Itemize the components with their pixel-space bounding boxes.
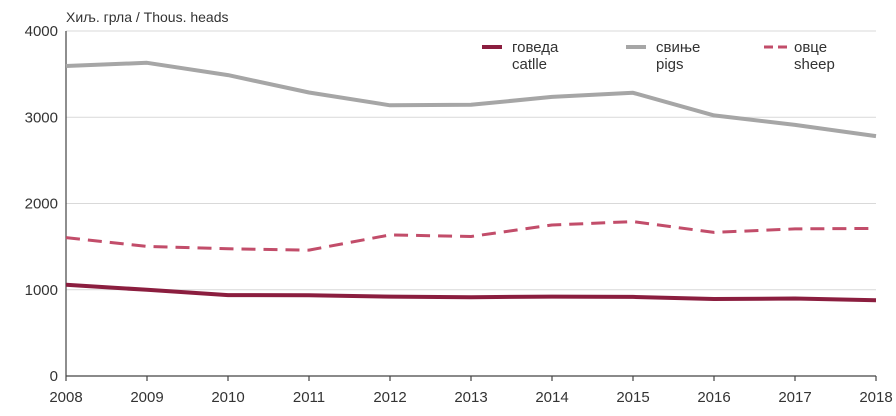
legend-label: говеда — [512, 39, 559, 56]
x-tick-label: 2017 — [778, 389, 811, 406]
legend-label: свиње — [656, 39, 700, 56]
y-tick-label: 0 — [50, 368, 58, 385]
x-tick-label: 2012 — [373, 389, 406, 406]
legend-label-en: catlle — [512, 56, 547, 73]
legend-label-en: pigs — [656, 56, 684, 73]
x-tick-label: 2009 — [130, 389, 163, 406]
x-tick-label: 2015 — [616, 389, 649, 406]
legend-label: овце — [794, 39, 827, 56]
grid — [66, 30, 876, 291]
axes: 0 1000 2000 3000 4000 2008 2009 2010 2011 2012 201… — [25, 23, 893, 406]
series-line-pigs — [65, 60, 877, 139]
legend-label-en: sheep — [794, 56, 835, 73]
y-tick-label: 2000 — [25, 196, 58, 213]
x-tick-label: 2016 — [697, 389, 730, 406]
series-line-catlle — [65, 282, 877, 303]
x-tick-label: 2008 — [49, 389, 82, 406]
x-tick-label: 2018 — [859, 389, 892, 406]
x-tick-label: 2011 — [293, 389, 325, 406]
series-lines — [65, 60, 877, 303]
x-tick-label: 2014 — [535, 389, 568, 406]
y-axis-unit-label: Хиљ. грла / Thous. heads — [66, 9, 229, 25]
y-tick-label: 1000 — [25, 282, 58, 299]
y-tick-label: 3000 — [25, 109, 58, 126]
series-line-sheep — [65, 220, 877, 252]
x-tick-label: 2013 — [454, 389, 487, 406]
x-tick-label: 2010 — [211, 389, 244, 406]
y-tick-label: 4000 — [25, 23, 58, 40]
